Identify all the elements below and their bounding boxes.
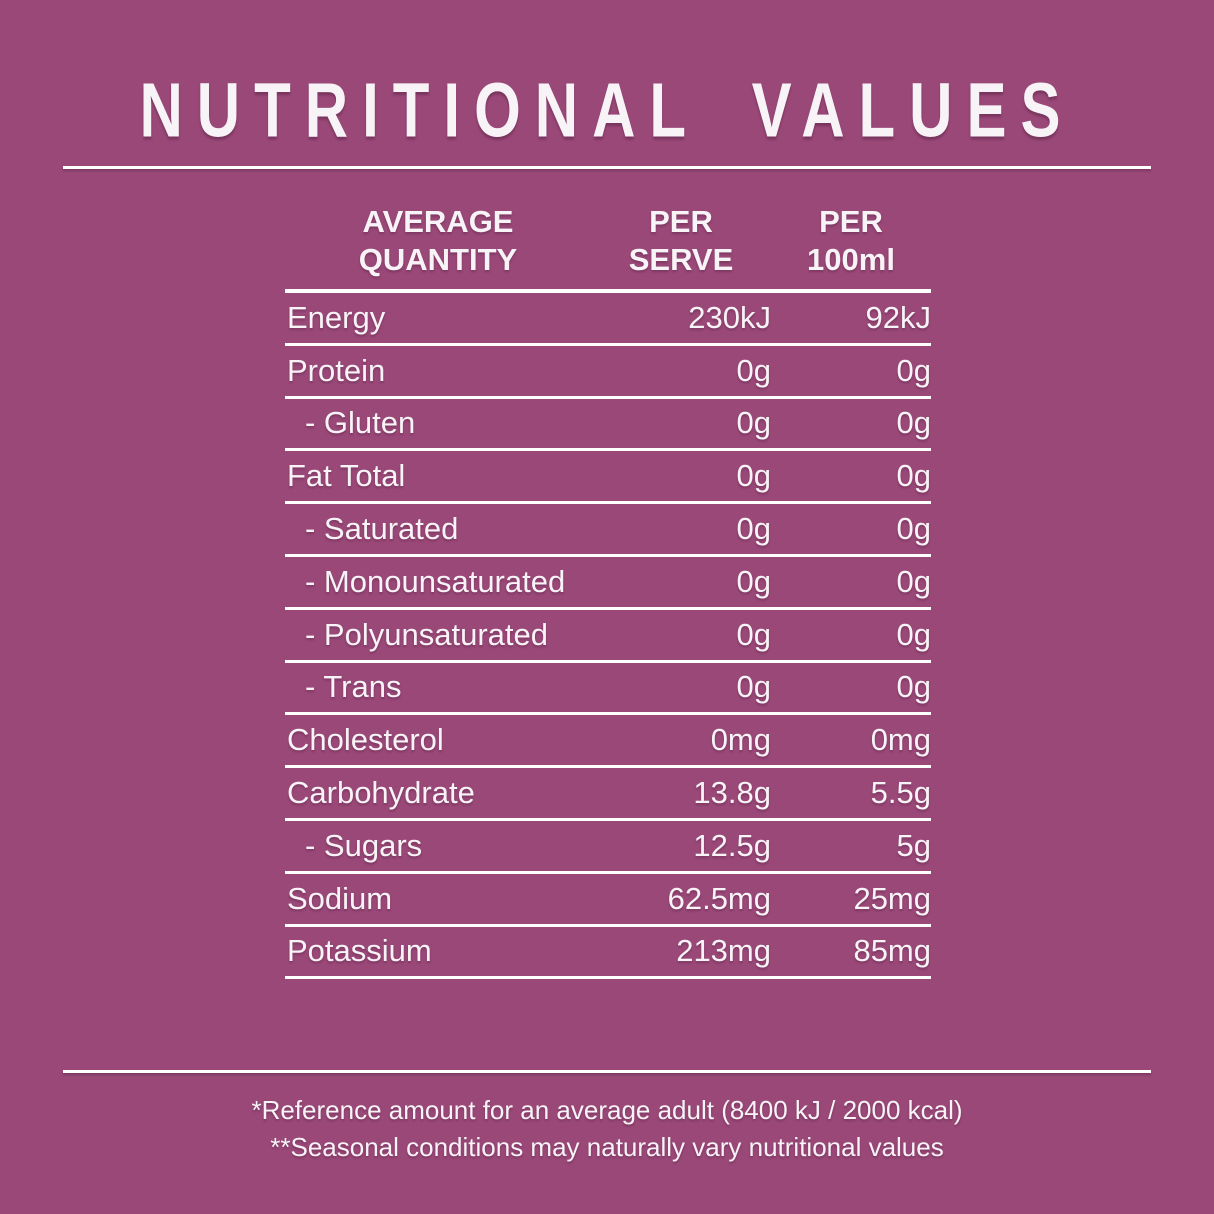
table-row: Fat Total 0g 0g bbox=[285, 451, 931, 505]
row-value-per-serve: 0g bbox=[736, 405, 771, 441]
table-row: - Gluten 0g 0g bbox=[285, 399, 931, 452]
table-header-row: AVERAGE QUANTITY PER SERVE PER 100ml bbox=[285, 203, 931, 293]
row-label: - Saturated bbox=[305, 511, 459, 547]
header-per-serve: PER SERVE bbox=[628, 204, 734, 277]
nutrition-table: AVERAGE QUANTITY PER SERVE PER 100ml Ene… bbox=[285, 203, 931, 980]
row-value-per-100ml: 5.5g bbox=[870, 775, 931, 811]
row-value-per-100ml: 85mg bbox=[853, 933, 931, 969]
footnote-reference: *Reference amount for an average adult (… bbox=[251, 1095, 963, 1125]
row-value-per-serve: 0g bbox=[736, 352, 771, 388]
row-value-per-100ml: 5g bbox=[896, 827, 931, 863]
table-row: Energy 230kJ 92kJ bbox=[285, 293, 931, 346]
row-label: - Trans bbox=[305, 669, 402, 705]
table-row: - Saturated 0g 0g bbox=[285, 504, 931, 557]
row-label: Cholesterol bbox=[287, 722, 444, 758]
table-row: Potassium 213mg 85mg bbox=[285, 927, 931, 980]
table-row: Sodium 62.5mg 25mg bbox=[285, 874, 931, 927]
row-value-per-100ml: 25mg bbox=[853, 880, 931, 916]
row-value-per-serve: 62.5mg bbox=[667, 880, 771, 916]
row-value-per-100ml: 0g bbox=[896, 563, 931, 599]
row-label: Protein bbox=[287, 352, 386, 388]
bottom-divider bbox=[63, 1070, 1151, 1073]
row-value-per-serve: 12.5g bbox=[693, 827, 771, 863]
table-row: Carbohydrate 13.8g 5.5g bbox=[285, 768, 931, 821]
row-value-per-serve: 0g bbox=[736, 511, 771, 547]
row-value-per-serve: 213mg bbox=[676, 933, 771, 969]
table-row: - Monounsaturated 0g 0g bbox=[285, 557, 931, 610]
row-value-per-100ml: 0g bbox=[896, 616, 931, 652]
footnote-seasonal: **Seasonal conditions may naturally vary… bbox=[270, 1132, 944, 1162]
row-label: - Gluten bbox=[305, 405, 416, 441]
row-label: - Sugars bbox=[305, 827, 423, 863]
row-value-per-serve: 0g bbox=[736, 616, 771, 652]
table-body: Energy 230kJ 92kJ Protein 0g 0g - Gluten 0g 0g Fa… bbox=[285, 293, 931, 980]
row-value-per-serve: 0g bbox=[736, 669, 771, 705]
row-label: - Monounsaturated bbox=[305, 563, 566, 599]
row-label: Carbohydrate bbox=[287, 775, 475, 811]
row-label: Potassium bbox=[287, 933, 432, 969]
header-average-quantity: AVERAGE QUANTITY bbox=[358, 204, 518, 277]
row-value-per-100ml: 0g bbox=[896, 352, 931, 388]
table-row: - Trans 0g 0g bbox=[285, 663, 931, 716]
row-label: Fat Total bbox=[287, 458, 406, 494]
row-label: Energy bbox=[287, 299, 386, 335]
page-title: NUTRITIONAL VALUES bbox=[139, 67, 1075, 154]
row-value-per-serve: 230kJ bbox=[688, 299, 771, 335]
row-value-per-serve: 13.8g bbox=[693, 775, 771, 811]
table-row: Cholesterol 0mg 0mg bbox=[285, 715, 931, 769]
table-row: Protein 0g 0g bbox=[285, 346, 931, 399]
row-value-per-serve: 0mg bbox=[710, 722, 771, 758]
row-value-per-serve: 0g bbox=[736, 458, 771, 494]
row-label: - Polyunsaturated bbox=[305, 616, 548, 652]
row-value-per-serve: 0g bbox=[736, 563, 771, 599]
row-label: Sodium bbox=[287, 880, 393, 916]
row-value-per-100ml: 0mg bbox=[870, 722, 931, 758]
header-per-100ml: PER 100ml bbox=[807, 204, 895, 277]
table-row: - Sugars 12.5g 5g bbox=[285, 821, 931, 874]
row-value-per-100ml: 0g bbox=[896, 458, 931, 494]
row-value-per-100ml: 0g bbox=[896, 669, 931, 705]
row-value-per-100ml: 0g bbox=[896, 405, 931, 441]
table-row: - Polyunsaturated 0g 0g bbox=[285, 610, 931, 663]
footnotes: *Reference amount for an average adult (… bbox=[0, 1092, 1214, 1166]
top-divider bbox=[63, 166, 1151, 169]
row-value-per-100ml: 0g bbox=[896, 511, 931, 547]
row-value-per-100ml: 92kJ bbox=[865, 299, 931, 335]
